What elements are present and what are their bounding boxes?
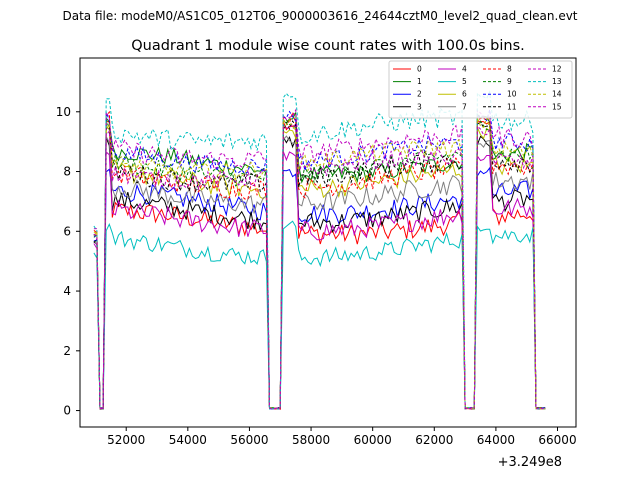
plot-area bbox=[93, 90, 546, 410]
legend-label-15: 15 bbox=[552, 102, 562, 111]
x-tick-label: 56000 bbox=[230, 433, 268, 447]
y-tick-label: 4 bbox=[63, 284, 71, 298]
x-tick-label: 60000 bbox=[354, 433, 392, 447]
series-line-12 bbox=[93, 108, 546, 410]
x-tick-label: 58000 bbox=[292, 433, 330, 447]
series-line-14 bbox=[93, 116, 546, 410]
legend-box bbox=[388, 60, 573, 119]
legend-label-6: 6 bbox=[462, 90, 467, 99]
legend-label-12: 12 bbox=[552, 65, 562, 74]
legend-label-4: 4 bbox=[462, 65, 467, 74]
legend-label-1: 1 bbox=[417, 77, 422, 86]
plot-frame bbox=[79, 57, 577, 428]
legend-label-13: 13 bbox=[552, 77, 562, 86]
x-tick-label: 66000 bbox=[538, 433, 576, 447]
y-tick-label: 2 bbox=[63, 344, 71, 358]
x-tick-label: 64000 bbox=[477, 433, 515, 447]
legend-label-11: 11 bbox=[507, 102, 517, 111]
y-tick-label: 0 bbox=[63, 404, 71, 418]
x-tick-label: 54000 bbox=[169, 433, 207, 447]
x-tick-label: 62000 bbox=[415, 433, 453, 447]
axes: 52000 54000 56000 58000 60000 62000 64000 66000… bbox=[56, 57, 577, 447]
y-tick-label: 8 bbox=[63, 165, 71, 179]
chart-suptitle: Data file: modeM0/AS1C05_012T06_90000036… bbox=[62, 9, 577, 23]
x-tick-label: 52000 bbox=[107, 433, 145, 447]
x-offset-label: +3.249e8 bbox=[498, 455, 562, 470]
legend-label-7: 7 bbox=[462, 102, 467, 111]
legend-label-14: 14 bbox=[552, 90, 562, 99]
legend-label-8: 8 bbox=[507, 65, 512, 74]
y-tick-label: 10 bbox=[56, 105, 71, 119]
series-lines bbox=[93, 90, 546, 410]
legend-label-0: 0 bbox=[417, 65, 422, 74]
legend-label-2: 2 bbox=[417, 90, 422, 99]
legend-label-5: 5 bbox=[462, 77, 467, 86]
legend-label-3: 3 bbox=[417, 102, 422, 111]
y-tick-label: 6 bbox=[63, 224, 71, 238]
legend-label-10: 10 bbox=[507, 90, 517, 99]
chart-title: Quadrant 1 module wise count rates with … bbox=[131, 38, 525, 54]
legend-label-9: 9 bbox=[507, 77, 512, 86]
